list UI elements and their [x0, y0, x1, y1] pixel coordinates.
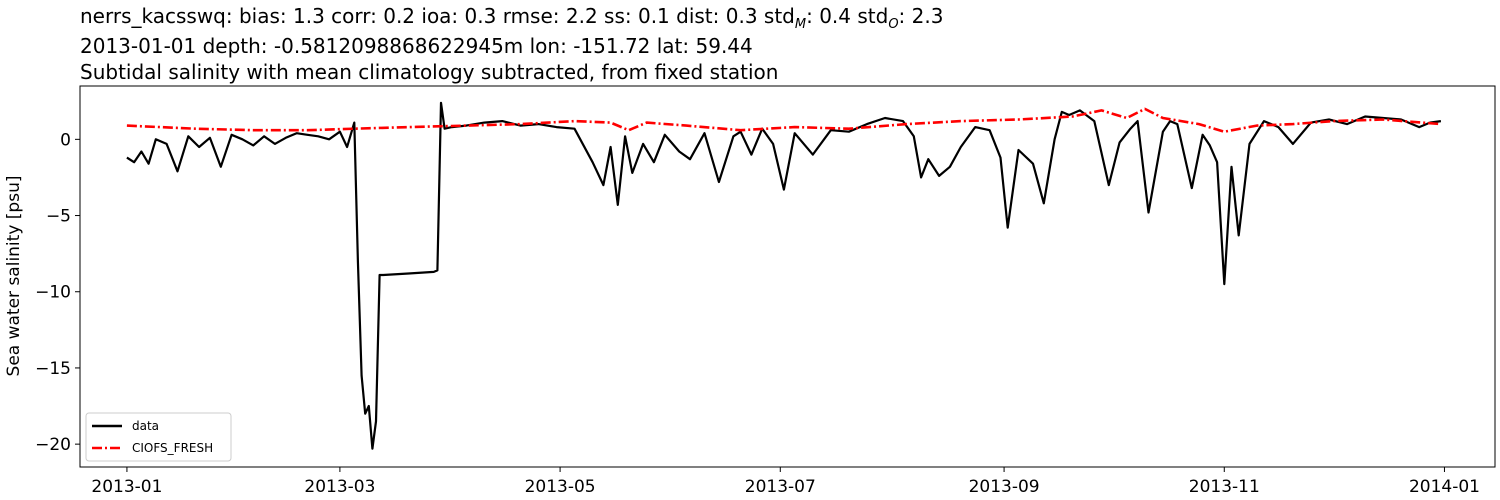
title-stats-prefix: nerrs_kacsswq: bias: 1.3 corr: 0.2 ioa: …	[80, 4, 795, 28]
x-tick-label: 2013-07	[745, 477, 816, 497]
x-tick-label: 2013-11	[1189, 477, 1260, 497]
series-line-ciofs-fresh	[126, 107, 1442, 133]
plot-frame	[79, 85, 1496, 468]
x-tick-label: 2013-01	[91, 477, 162, 497]
chart-title-stats: nerrs_kacsswq: bias: 1.3 corr: 0.2 ioa: …	[80, 6, 943, 31]
y-tick-label: −10	[35, 283, 71, 303]
chart-title-description: Subtidal salinity with mean climatology …	[80, 60, 779, 84]
chart-title-location: 2013-01-01 depth: -0.5812098868622945m l…	[80, 34, 753, 58]
title-sub-m: M	[794, 17, 807, 32]
y-tick-label: 0	[60, 130, 71, 150]
x-tick-label: 2014-01	[1409, 477, 1480, 497]
y-tick-label: −20	[35, 435, 71, 455]
x-tick-label: 2013-09	[969, 477, 1040, 497]
legend-label-ciofs: CIOFS_FRESH	[132, 441, 213, 455]
legend-label-data: data	[132, 419, 159, 433]
y-axis-label: Sea water salinity [psu]	[4, 176, 24, 377]
y-tick-label: −15	[35, 359, 71, 379]
series-line-data	[126, 101, 1442, 450]
title-sub-o: O	[888, 17, 899, 32]
title-stats-end: : 2.3	[898, 4, 944, 28]
x-tick-label: 2013-05	[525, 477, 596, 497]
legend-box	[85, 412, 232, 462]
legend: data CIOFS_FRESH	[85, 412, 232, 462]
x-tick-label: 2013-03	[304, 477, 375, 497]
title-stats-mid: : 0.4 std	[806, 4, 889, 28]
y-tick-label: −5	[46, 207, 71, 227]
